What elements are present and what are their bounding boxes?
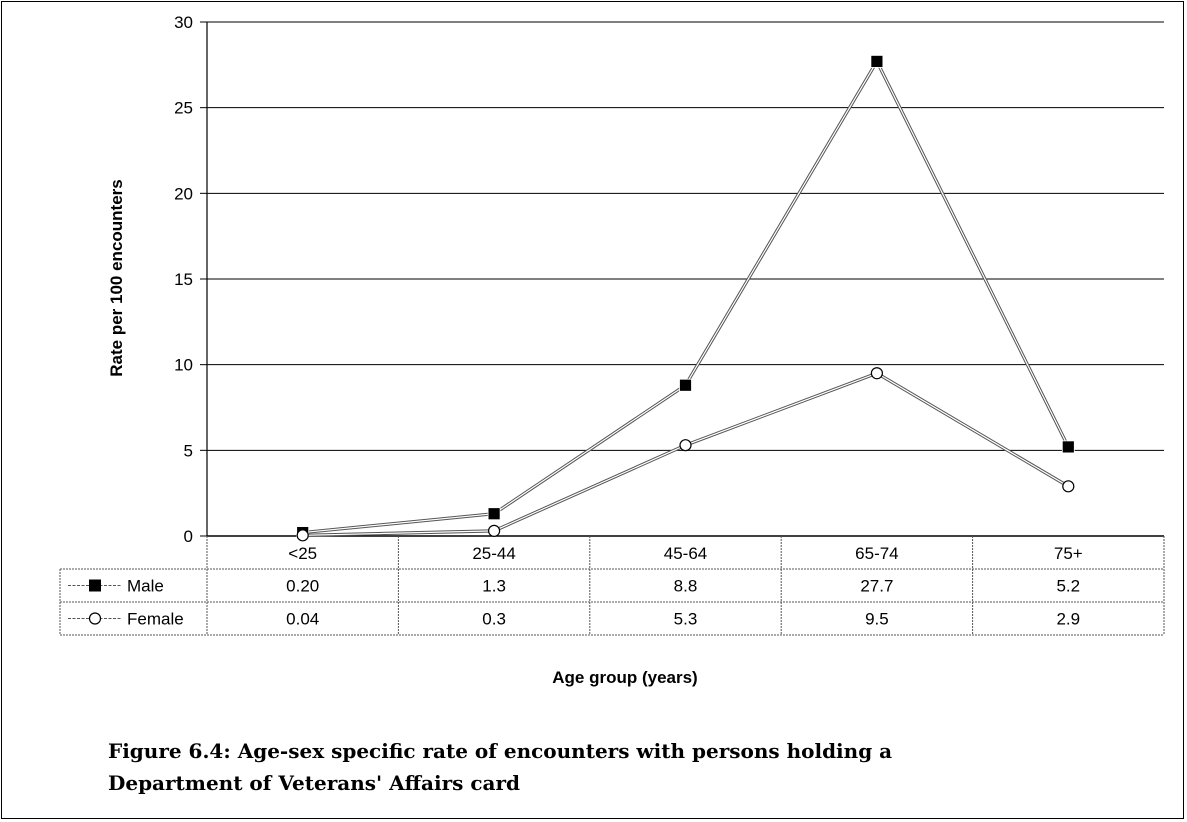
- male-point-2: [679, 378, 692, 392]
- y-tick-label-0: 0: [184, 527, 193, 546]
- female-point-2: [679, 439, 692, 452]
- y-tick-label-25: 25: [174, 99, 193, 118]
- male-legend-label: Male: [127, 577, 164, 596]
- female-point-3: [870, 367, 884, 380]
- female-point-4: [1062, 480, 1075, 493]
- male-line-outer: [302, 58, 1070, 535]
- female-point-0: [296, 529, 309, 542]
- female-legend-label: Female: [127, 610, 184, 629]
- y-tick-label-20: 20: [174, 184, 193, 203]
- female-legend-marker: [88, 612, 102, 625]
- figure-caption: Figure 6.4: Age-sex specific rate of enc…: [108, 735, 1008, 799]
- axes: [206, 22, 1164, 537]
- x-category-label-4: 75+: [1054, 544, 1083, 563]
- male-value-3: 27.7: [860, 577, 893, 596]
- female-line-inner: [302, 372, 1069, 536]
- x-category-label-0: <25: [288, 544, 317, 563]
- caption-line-1: Figure 6.4: Age-sex specific rate of enc…: [108, 739, 893, 763]
- female-value-0: 0.04: [286, 610, 319, 629]
- y-axis-ticks: 0 5 10 15 20 25 30: [174, 13, 207, 546]
- male-point-1: [487, 507, 501, 521]
- x-axis-title: Age group (years): [552, 668, 697, 687]
- male-value-0: 0.20: [286, 577, 319, 596]
- male-value-4: 5.2: [1056, 577, 1080, 596]
- male-line-inner: [302, 60, 1069, 534]
- x-category-label-3: 65-74: [855, 544, 898, 563]
- y-tick-label-10: 10: [174, 356, 193, 375]
- y-tick-label-5: 5: [184, 441, 193, 460]
- male-value-2: 8.8: [674, 577, 698, 596]
- female-line-outer: [302, 371, 1070, 537]
- series-group: [296, 55, 1075, 542]
- male-value-1: 1.3: [482, 577, 506, 596]
- male-legend-marker: [89, 579, 101, 592]
- x-category-label-1: 25-44: [472, 544, 515, 563]
- female-point-1: [488, 524, 501, 537]
- data-table: <25 25-44 45-64 65-74 75+ Male 0.20 1.3 8.8 27.7 5…: [59, 536, 1165, 636]
- female-value-1: 0.3: [482, 610, 506, 629]
- y-tick-label-30: 30: [174, 13, 193, 32]
- male-point-3: [870, 55, 884, 68]
- y-axis-title: Rate per 100 encounters: [107, 179, 126, 376]
- female-value-3: 9.5: [865, 610, 889, 629]
- caption-line-2: Department of Veterans' Affairs card: [108, 771, 520, 795]
- y-tick-label-15: 15: [174, 270, 193, 289]
- female-value-4: 2.9: [1056, 610, 1080, 629]
- x-category-label-2: 45-64: [664, 544, 707, 563]
- male-point-4: [1061, 440, 1075, 454]
- female-value-2: 5.3: [674, 610, 698, 629]
